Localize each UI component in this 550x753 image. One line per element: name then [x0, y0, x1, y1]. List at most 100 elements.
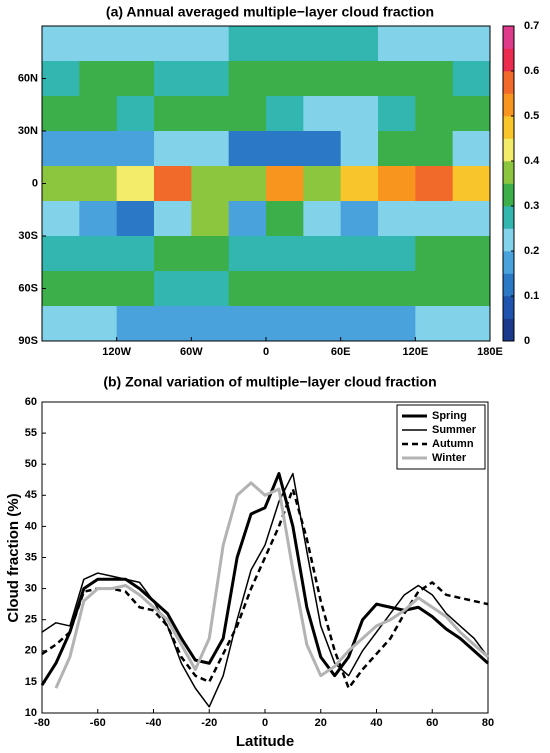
y-tick-label: 15	[25, 676, 37, 688]
heat-cell	[116, 166, 155, 202]
heat-cell	[79, 131, 118, 167]
heat-cell	[415, 131, 454, 167]
y-tick-label: 25	[25, 614, 37, 626]
heat-cell	[42, 61, 80, 97]
heat-cell	[79, 201, 118, 237]
heat-cell	[154, 96, 192, 132]
heat-cell	[266, 271, 304, 307]
heat-cell	[415, 166, 454, 202]
heat-cell	[415, 271, 454, 307]
heat-cell	[42, 26, 80, 62]
colorbar-swatch	[503, 71, 514, 94]
heat-cell	[303, 61, 342, 97]
colorbar-swatch	[503, 183, 514, 207]
colorbar-swatch	[503, 138, 514, 162]
heat-cell	[452, 96, 491, 132]
heat-cell	[154, 236, 192, 272]
colorbar-swatch	[503, 296, 514, 319]
y-axis-label: Cloud fraction (%)	[5, 493, 22, 622]
heat-cell	[79, 271, 118, 307]
heat-cell	[191, 166, 230, 202]
heat-cell	[303, 26, 342, 62]
heat-cell	[228, 131, 267, 167]
heat-cell	[452, 26, 491, 62]
series-line	[41, 487, 489, 690]
heat-cell	[452, 61, 491, 97]
x-tick-label: 60	[426, 717, 438, 729]
colorbar-swatch	[503, 228, 514, 252]
y-tick-label: 60S	[18, 282, 38, 294]
y-tick-label: 50	[25, 458, 37, 470]
colorbar-swatch	[503, 116, 514, 139]
heat-cell	[378, 61, 416, 97]
y-tick-label: 30S	[18, 230, 38, 242]
colorbar-tick-label: 0.6	[524, 65, 539, 77]
heat-cell	[378, 201, 416, 237]
heat-cell	[228, 26, 267, 62]
heat-cell	[154, 26, 192, 62]
y-tick-label: 60	[25, 396, 37, 408]
heat-cell	[340, 236, 379, 272]
heat-cell	[415, 96, 454, 132]
heat-cell	[266, 166, 304, 202]
heat-cell	[116, 61, 155, 97]
heat-cell	[340, 166, 379, 202]
heat-cell	[340, 201, 379, 237]
heat-cell	[42, 271, 80, 307]
heat-cell	[340, 306, 379, 342]
colorbar-tick-label: 0.3	[524, 200, 539, 212]
heat-cell	[191, 306, 230, 342]
heat-cell	[415, 26, 454, 62]
heat-cell	[191, 131, 230, 167]
heat-cell	[378, 96, 416, 132]
heat-cell	[452, 236, 491, 272]
y-tick-label: 55	[25, 427, 37, 439]
heat-cell	[42, 201, 80, 237]
colorbar-tick-label: 0.2	[524, 245, 539, 257]
x-tick-label: 60E	[331, 346, 351, 358]
heat-cell	[42, 236, 80, 272]
heat-cell	[228, 96, 267, 132]
heat-cell	[340, 96, 379, 132]
heat-cell	[191, 96, 230, 132]
x-tick-label: 60W	[180, 346, 203, 358]
heat-cell	[452, 271, 491, 307]
heat-cell	[154, 306, 192, 342]
colorbar-swatch	[503, 206, 514, 229]
heat-cell	[452, 131, 491, 167]
heat-cell	[191, 61, 230, 97]
heat-cell	[266, 26, 304, 62]
y-tick-label: 20	[25, 645, 37, 657]
x-tick-label: 40	[370, 717, 382, 729]
colorbar-tick-label: 0.4	[524, 155, 540, 167]
legend-label: Autumn	[432, 438, 474, 450]
heat-cell	[154, 201, 192, 237]
x-tick-label: 120W	[102, 346, 131, 358]
heat-cell	[154, 61, 192, 97]
heat-cell	[79, 61, 118, 97]
heat-cell	[191, 26, 230, 62]
colorbar-frame	[502, 25, 515, 342]
heat-cell	[303, 166, 342, 202]
heat-cell	[266, 306, 304, 342]
heat-cell	[266, 61, 304, 97]
colorbar-swatch	[503, 48, 514, 72]
heat-cell	[191, 271, 230, 307]
x-tick-label: 80	[482, 717, 494, 729]
heat-cell	[228, 166, 267, 202]
heat-cell	[452, 306, 491, 342]
heat-cell	[378, 236, 416, 272]
heat-cell	[228, 271, 267, 307]
y-tick-label: 60N	[18, 72, 38, 84]
heat-cell	[340, 61, 379, 97]
x-tick-label: 0	[262, 717, 268, 729]
heat-cell	[266, 236, 304, 272]
x-tick-label: 120E	[402, 346, 428, 358]
colorbar-swatch	[503, 161, 514, 184]
y-tick-label: 40	[25, 520, 37, 532]
colorbar-tick-label: 0.7	[524, 20, 539, 32]
heat-cell	[228, 201, 267, 237]
heat-cell	[116, 26, 155, 62]
heat-cell	[303, 201, 342, 237]
